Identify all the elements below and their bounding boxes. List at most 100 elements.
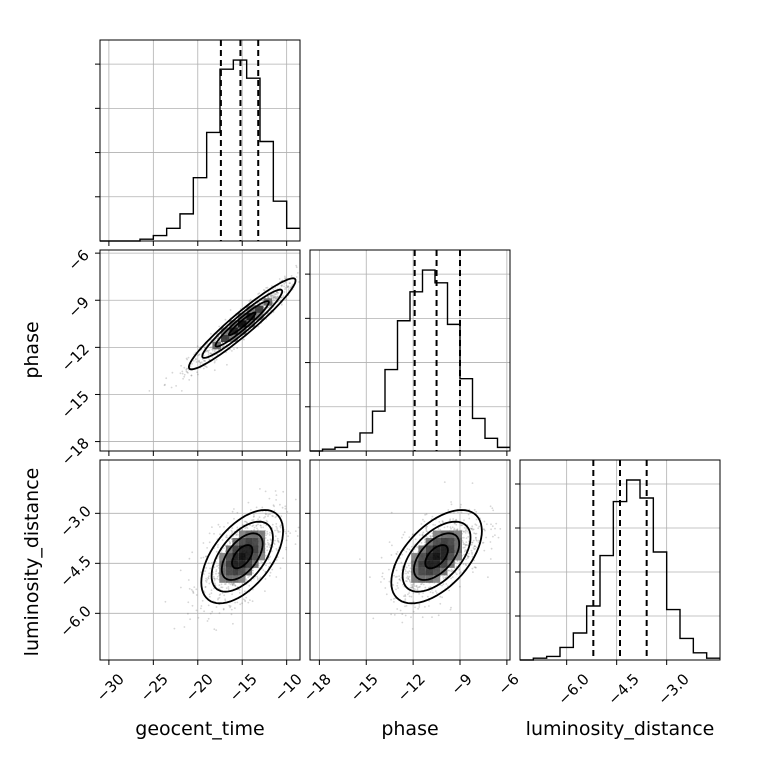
scatter-point <box>205 555 208 558</box>
scatter-point <box>450 577 452 580</box>
density-cell <box>219 575 226 583</box>
scatter-point <box>295 264 298 267</box>
scatter-point <box>402 533 405 536</box>
scatter-point <box>441 520 444 522</box>
density-cell <box>220 334 230 342</box>
scatter-point <box>460 503 462 506</box>
scatter-point <box>494 527 496 530</box>
scatter-point <box>148 390 151 392</box>
scatter-point <box>259 576 262 579</box>
scatter-point <box>244 590 246 593</box>
scatter-point <box>272 296 275 298</box>
scatter-point <box>449 526 452 529</box>
scatter-point <box>449 608 452 611</box>
scatter-point <box>283 283 286 285</box>
scatter-point <box>447 569 450 572</box>
scatter-point <box>404 580 407 582</box>
scatter-point <box>412 610 415 613</box>
scatter-point <box>455 523 458 526</box>
scatter-point <box>269 544 272 547</box>
scatter-point <box>281 284 284 287</box>
scatter-point <box>264 554 267 557</box>
scatter-point <box>464 563 467 566</box>
scatter-point <box>231 584 234 586</box>
scatter-point <box>277 531 280 534</box>
scatter-point <box>388 541 391 543</box>
scatter-point <box>405 605 408 607</box>
scatter-point <box>395 588 397 591</box>
scatter-point <box>269 531 271 534</box>
scatter-point <box>467 513 470 516</box>
scatter-point <box>195 358 197 361</box>
scatter-point <box>463 519 465 522</box>
scatter-point <box>473 545 476 548</box>
scatter-point <box>196 371 199 374</box>
histogram-geocent-time <box>100 59 300 242</box>
scatter-point <box>437 528 440 530</box>
scatter-point <box>217 544 219 546</box>
scatter-point <box>276 295 279 298</box>
scatter-point <box>257 325 260 328</box>
scatter-point <box>284 275 286 278</box>
scatter-point <box>408 592 410 594</box>
scatter-point <box>204 360 207 362</box>
scatter-point <box>411 583 414 586</box>
scatter-point <box>438 521 441 523</box>
tick-label: −18 <box>58 434 93 469</box>
scatter-point <box>491 525 494 528</box>
scatter-point <box>217 572 220 574</box>
scatter-point <box>450 568 453 571</box>
scatter-point <box>276 539 279 542</box>
scatter-point <box>413 583 415 586</box>
scatter-point <box>183 626 186 628</box>
scatter-point <box>236 511 239 514</box>
scatter-point <box>407 576 410 579</box>
scatter-point <box>208 349 211 352</box>
scatter-point <box>191 551 194 554</box>
contour-line <box>390 509 483 605</box>
scatter-point <box>217 546 219 548</box>
scatter-point <box>477 541 480 544</box>
scatter-point <box>226 363 228 366</box>
scatter-point <box>475 536 477 539</box>
scatter-point <box>462 536 465 539</box>
scatter-point <box>208 582 211 585</box>
scatter-point <box>215 569 218 571</box>
scatter-point <box>404 570 407 572</box>
scatter-point <box>424 538 427 540</box>
tick-label: −15 <box>347 670 382 705</box>
scatter-point <box>290 275 293 277</box>
scatter-point <box>209 352 212 354</box>
tick-label: −3.0 <box>654 670 692 708</box>
density-cell <box>425 567 433 576</box>
scatter-point <box>390 511 393 514</box>
scatter-point <box>407 578 410 580</box>
scatter-point <box>212 577 215 580</box>
scatter-point <box>390 598 392 601</box>
scatter-point <box>465 527 468 529</box>
scatter-point <box>474 523 477 526</box>
scatter-point <box>269 571 272 574</box>
scatter-point <box>274 529 276 532</box>
scatter-point <box>467 531 470 534</box>
scatter-point <box>264 512 267 515</box>
density-cell <box>418 560 426 568</box>
scatter-point <box>214 360 216 362</box>
scatter-point <box>232 622 234 625</box>
scatter-point <box>218 612 221 615</box>
scatter-point <box>464 532 467 534</box>
scatter-point <box>442 576 444 578</box>
scatter-point <box>198 353 201 356</box>
scatter-point <box>276 549 279 552</box>
scatter-point <box>201 599 204 602</box>
scatter-point <box>432 523 435 526</box>
scatter-point <box>207 562 210 565</box>
scatter-point <box>230 608 233 611</box>
scatter-point <box>385 593 388 596</box>
scatter-point <box>225 534 228 537</box>
scatter-point <box>408 579 411 581</box>
density-cell <box>239 560 246 568</box>
scatter-point <box>474 547 477 550</box>
scatter-point <box>216 337 219 340</box>
scatter-point <box>398 575 400 577</box>
